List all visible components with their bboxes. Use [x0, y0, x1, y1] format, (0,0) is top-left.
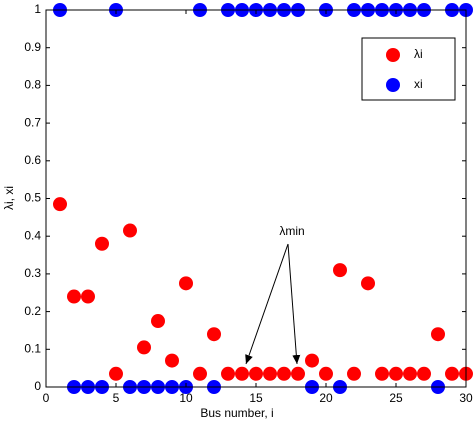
- x-axis-label: Bus number, i: [200, 406, 273, 420]
- data-point: [375, 366, 389, 381]
- data-point: [165, 353, 179, 368]
- data-point: [263, 366, 277, 381]
- data-point: [403, 366, 417, 381]
- data-point: [95, 236, 109, 251]
- legend-label: xi: [414, 77, 423, 91]
- data-point: [389, 366, 403, 381]
- annotation: λmin: [279, 224, 304, 238]
- x-tick-label: 15: [249, 391, 263, 405]
- data-point: [123, 223, 137, 238]
- data-point: [347, 366, 361, 381]
- y-tick-label: 0.9: [24, 40, 41, 54]
- data-point: [291, 366, 305, 381]
- data-point: [137, 340, 151, 355]
- y-tick-label: 0.7: [24, 115, 41, 129]
- legend-marker: [386, 48, 400, 62]
- data-point: [67, 289, 81, 304]
- data-point: [221, 366, 235, 381]
- data-point: [207, 327, 221, 342]
- data-point: [53, 197, 67, 212]
- data-point: [151, 314, 165, 329]
- data-point: [249, 366, 263, 381]
- x-tick-label: 20: [319, 391, 333, 405]
- data-point: [361, 276, 375, 291]
- y-axis-label: λi, xi: [2, 186, 16, 210]
- data-point: [235, 366, 249, 381]
- y-tick-label: 0.1: [24, 341, 41, 355]
- x-tick-label: 10: [179, 391, 193, 405]
- legend-marker: [386, 78, 400, 92]
- y-tick-label: 0.8: [24, 78, 41, 92]
- annotation-arrow: [287, 243, 301, 365]
- y-tick-label: 0.6: [24, 153, 41, 167]
- data-point: [193, 366, 207, 381]
- y-tick-label: 0: [34, 379, 41, 393]
- x-tick-label: 30: [459, 391, 473, 405]
- data-point: [109, 366, 123, 381]
- annotation-arrow: [245, 243, 289, 365]
- data-point: [445, 366, 459, 381]
- data-point: [81, 289, 95, 304]
- y-tick-label: 0.4: [24, 228, 41, 242]
- y-tick-label: 1: [34, 2, 41, 16]
- data-point: [179, 276, 193, 291]
- data-point: [431, 327, 445, 342]
- legend-label: λi: [414, 47, 423, 61]
- y-tick-label: 0.5: [24, 191, 41, 205]
- y-tick-label: 0.3: [24, 266, 41, 280]
- x-tick-label: 25: [389, 391, 403, 405]
- data-point: [417, 366, 431, 381]
- data-point: [277, 366, 291, 381]
- data-point: [333, 263, 347, 278]
- data-point: [305, 353, 319, 368]
- x-tick-label: 0: [43, 391, 50, 405]
- y-tick-label: 0.2: [24, 304, 41, 318]
- legend: [361, 37, 456, 101]
- data-point: [319, 366, 333, 381]
- x-tick-label: 5: [113, 391, 120, 405]
